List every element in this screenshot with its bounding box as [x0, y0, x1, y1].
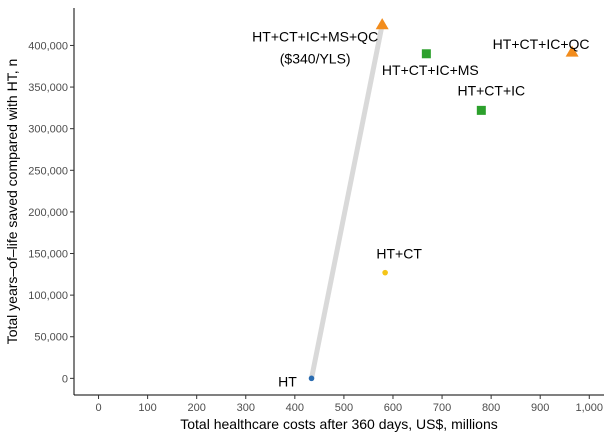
point-label-ht-ct-ic-ms-qc: HT+CT+IC+MS+QC — [252, 29, 378, 45]
x-tick-label: 0 — [95, 402, 101, 414]
y-tick-label: 350,000 — [28, 82, 68, 94]
point-annotation-ht-ct-ic-ms-qc: ($340/YLS) — [280, 51, 351, 67]
point-ht-ct-ic-ms-qc — [375, 18, 389, 30]
x-tick-label: 600 — [384, 402, 402, 414]
y-axis-ticks: 0 50,000 100,000 150,000 200,000 250,000 300,0… — [28, 40, 74, 385]
x-tick-label: 200 — [188, 402, 206, 414]
x-tick-label: 800 — [482, 402, 500, 414]
x-tick-label: 100 — [138, 402, 156, 414]
point-ht-ct-ic-ms — [421, 49, 431, 59]
point-label-ht-ct-ic-ms: HT+CT+IC+MS — [382, 62, 479, 78]
y-tick-label: 100,000 — [28, 290, 68, 302]
frontier-line — [309, 22, 385, 381]
x-tick-label: 300 — [237, 402, 255, 414]
x-axis-ticks: 0 100 200 300 400 500 600 700 800 900 1,000 — [95, 395, 603, 414]
y-tick-label: 150,000 — [28, 249, 68, 261]
y-tick-label: 200,000 — [28, 207, 68, 219]
y-tick-label: 0 — [62, 373, 68, 385]
x-tick-label: 900 — [531, 402, 549, 414]
point-label-ht-ct-ic: HT+CT+IC — [457, 82, 525, 98]
point-labels: HT HT+CT HT+CT+IC HT+CT+IC+MS HT+CT+IC+MS+QC… — [252, 29, 589, 390]
x-tick-label: 700 — [433, 402, 451, 414]
data-points — [308, 18, 579, 382]
point-ht-ct — [382, 269, 388, 276]
y-axis-title: Total years–of–life saved compared with … — [4, 59, 20, 345]
x-tick-label: 1,000 — [576, 402, 604, 414]
x-tick-label: 400 — [286, 402, 304, 414]
point-ht-ct-ic — [476, 105, 486, 115]
point-ht-ct-ic-qc — [565, 45, 579, 57]
y-tick-label: 50,000 — [34, 332, 68, 344]
y-tick-label: 300,000 — [28, 124, 68, 136]
y-tick-label: 250,000 — [28, 165, 68, 177]
point-ht — [308, 375, 315, 382]
efficiency-frontier — [309, 22, 385, 381]
point-label-ht-ct: HT+CT — [376, 246, 422, 262]
x-tick-label: 500 — [335, 402, 353, 414]
y-tick-label: 400,000 — [28, 40, 68, 52]
x-axis-title: Total healthcare costs after 360 days, U… — [180, 416, 498, 432]
point-label-ht-ct-ic-qc: HT+CT+IC+QC — [493, 36, 590, 52]
point-label-ht: HT — [278, 373, 297, 389]
